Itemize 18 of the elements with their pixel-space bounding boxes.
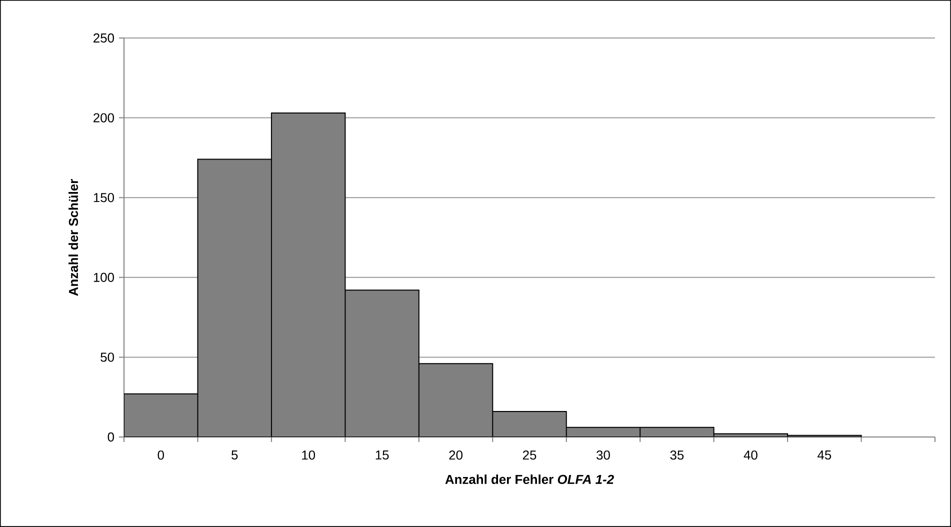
y-tick-label: 0 — [108, 432, 114, 442]
y-tick-label: 250 — [94, 33, 114, 43]
x-axis-title: Anzahl der Fehler OLFA 1-2 — [445, 474, 614, 484]
x-tick-label: 5 — [232, 450, 238, 460]
x-tick-label: 35 — [670, 450, 684, 460]
y-axis-title: Anzahl der Schüler — [68, 179, 78, 296]
x-tick-label: 10 — [302, 450, 316, 460]
y-tick-label: 100 — [94, 272, 114, 282]
x-tick-label: 40 — [744, 450, 758, 460]
x-tick-label: 0 — [158, 450, 164, 460]
x-tick-label: 20 — [449, 450, 462, 460]
y-tick-label: 200 — [94, 113, 114, 122]
y-tick-label: 150 — [94, 193, 114, 202]
x-tick-label: 30 — [596, 450, 610, 460]
y-tick-label: 50 — [100, 352, 114, 362]
x-tick-label: 25 — [522, 450, 536, 460]
x-tick-label: 15 — [376, 450, 389, 460]
x-tick-label: 45 — [818, 450, 832, 460]
